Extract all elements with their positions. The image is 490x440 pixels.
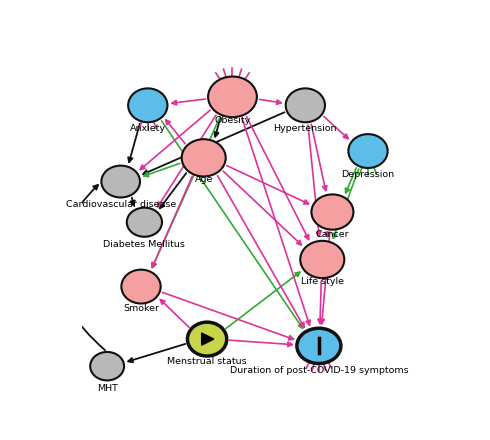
Ellipse shape <box>90 352 124 381</box>
Ellipse shape <box>122 270 161 304</box>
Ellipse shape <box>286 88 325 122</box>
Ellipse shape <box>300 241 344 278</box>
FancyArrowPatch shape <box>130 198 135 205</box>
Ellipse shape <box>127 208 162 237</box>
Ellipse shape <box>312 194 353 230</box>
Text: Smoker: Smoker <box>123 304 159 313</box>
Ellipse shape <box>101 165 140 198</box>
Text: Hypertension: Hypertension <box>273 124 337 133</box>
FancyArrowPatch shape <box>57 185 105 350</box>
Text: Duration of post-COVID-19 symptoms: Duration of post-COVID-19 symptoms <box>230 366 408 375</box>
Ellipse shape <box>128 88 168 122</box>
FancyArrowPatch shape <box>160 173 186 208</box>
Text: Life style: Life style <box>301 277 344 286</box>
Ellipse shape <box>182 139 226 176</box>
Ellipse shape <box>188 322 227 356</box>
Ellipse shape <box>348 134 388 168</box>
FancyArrowPatch shape <box>214 117 220 137</box>
Text: Cancer: Cancer <box>316 230 349 238</box>
Text: Anxiety: Anxiety <box>130 124 166 133</box>
Text: Age: Age <box>195 176 213 184</box>
FancyArrowPatch shape <box>143 112 284 174</box>
Text: Diabetes Mellitus: Diabetes Mellitus <box>103 240 185 249</box>
Text: Depression: Depression <box>342 170 394 179</box>
Ellipse shape <box>297 328 341 363</box>
Text: Obesity: Obesity <box>214 117 250 125</box>
Text: Menstrual status: Menstrual status <box>167 357 247 366</box>
Polygon shape <box>202 333 214 345</box>
Ellipse shape <box>208 77 257 117</box>
FancyArrowPatch shape <box>128 124 140 162</box>
Text: MHT: MHT <box>97 384 118 393</box>
Text: Cardiovascular disease: Cardiovascular disease <box>66 199 176 209</box>
